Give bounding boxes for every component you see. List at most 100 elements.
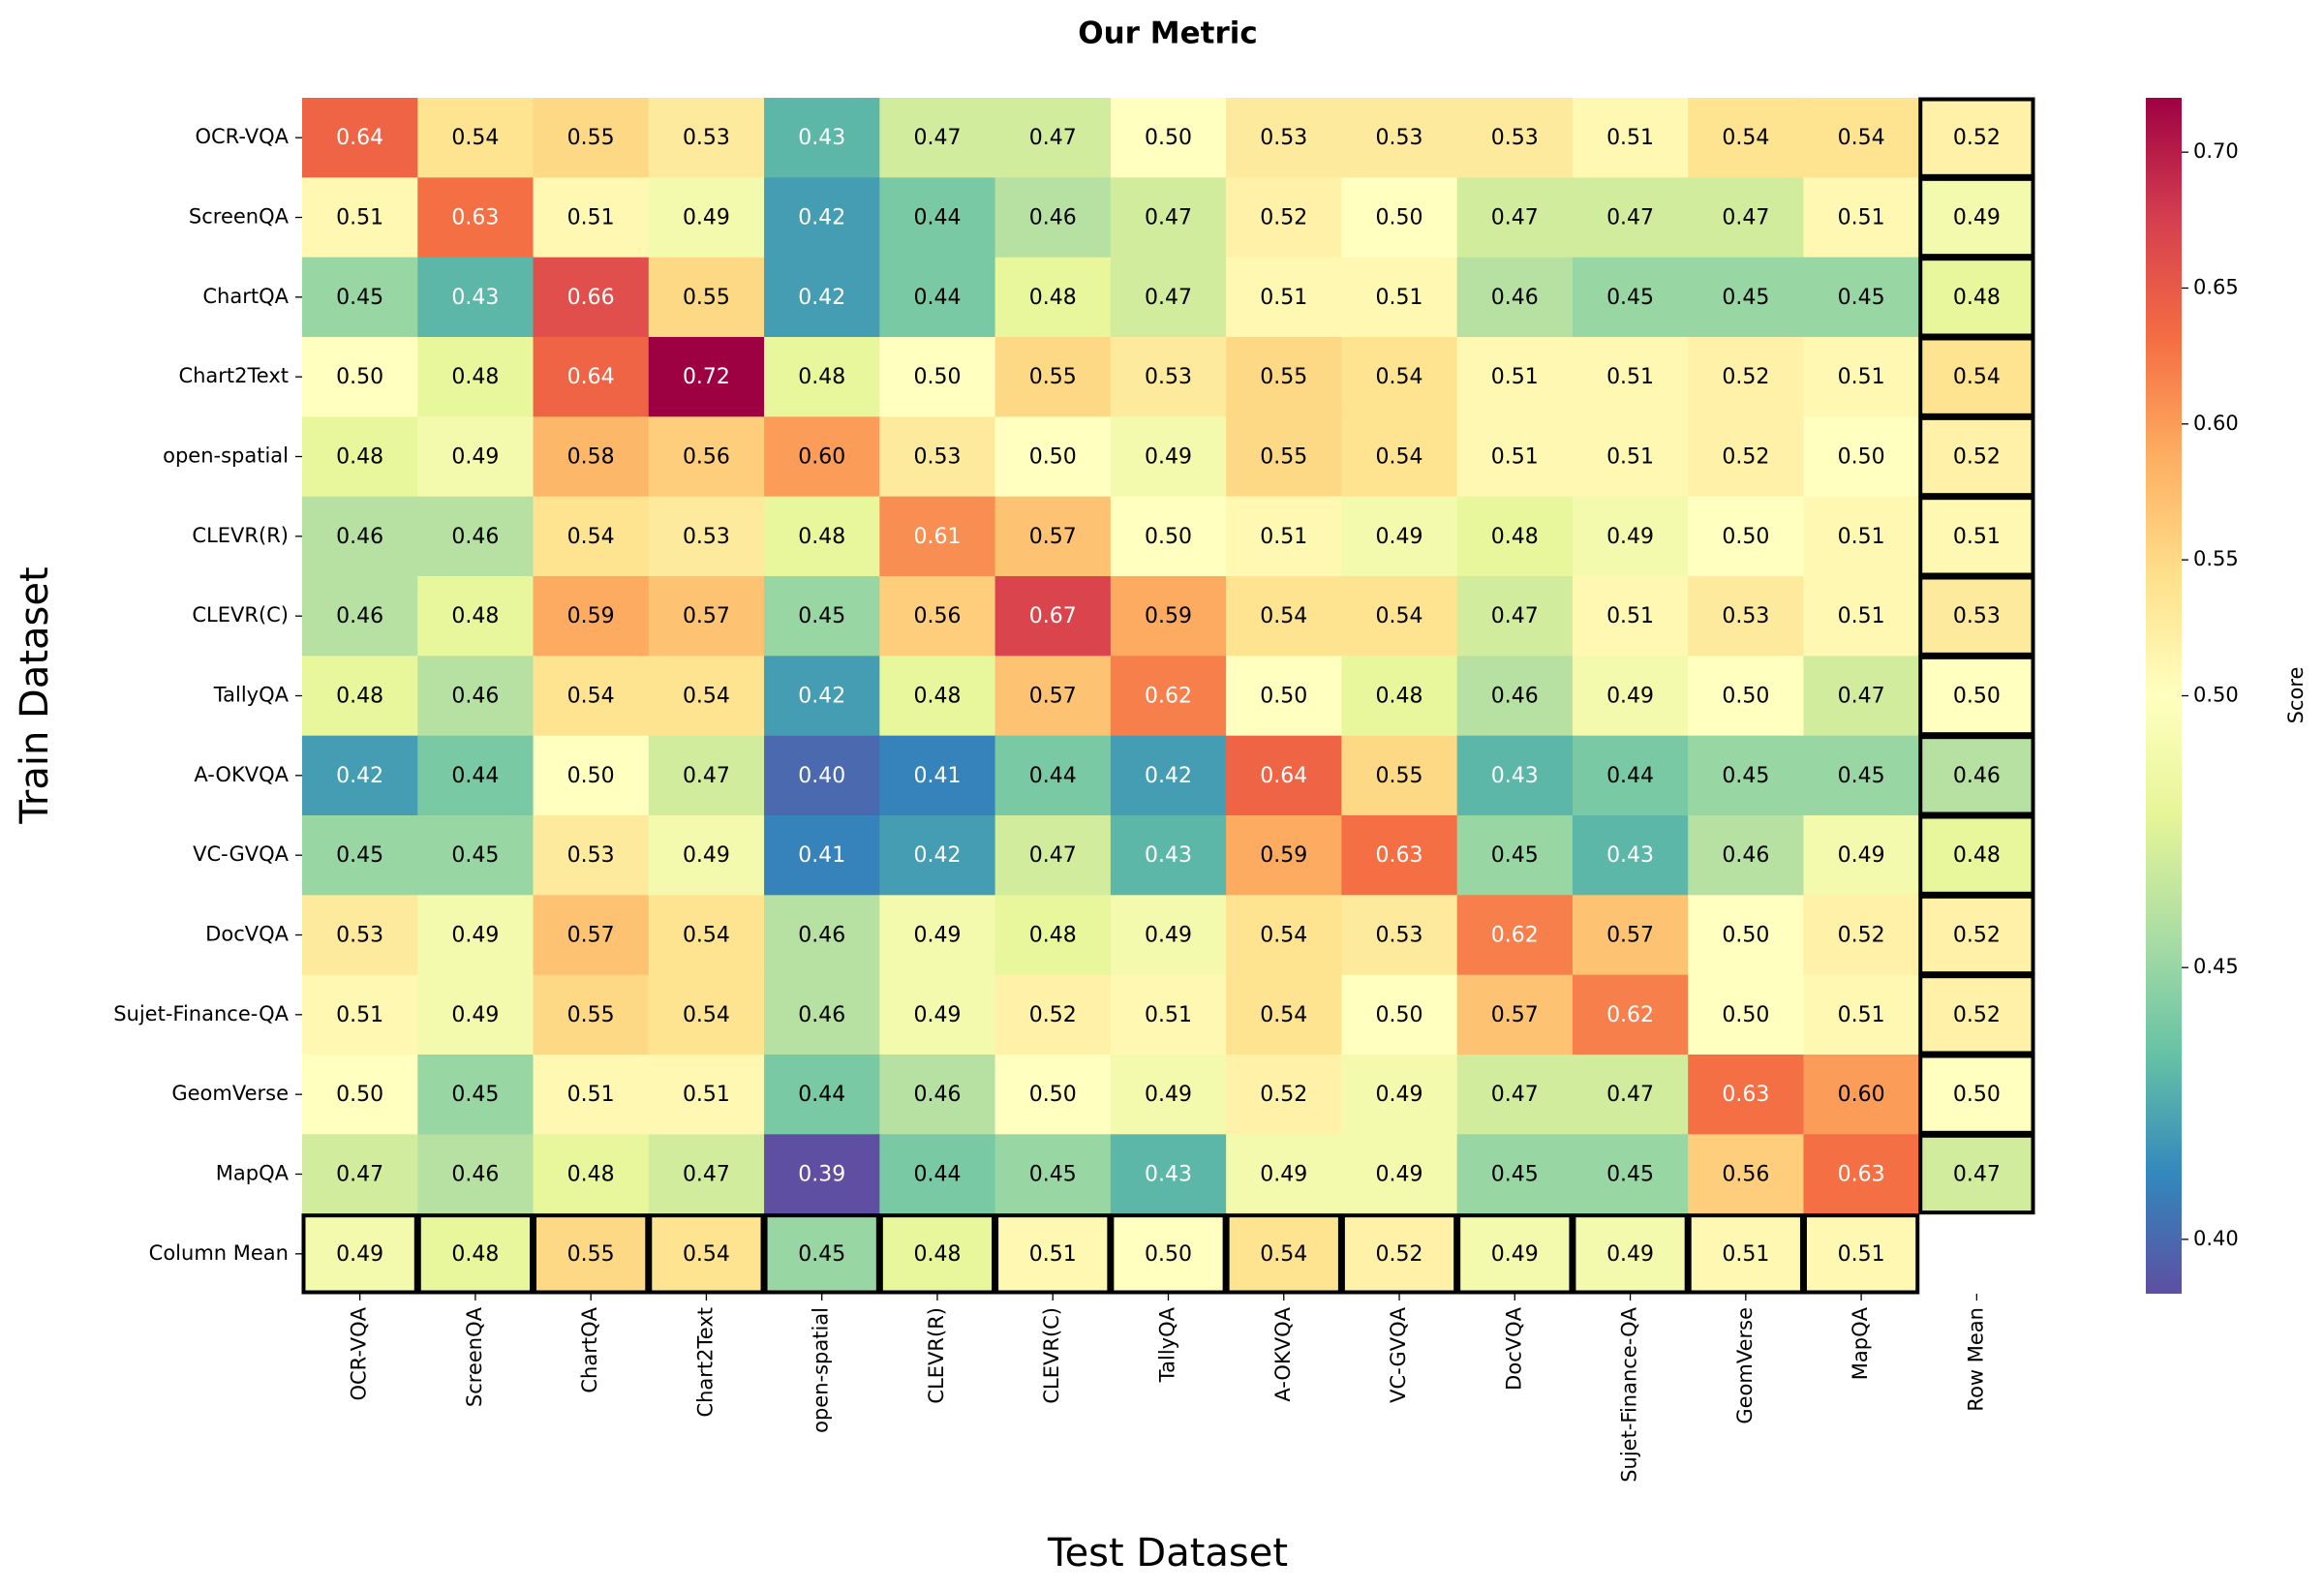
heatmap-cell xyxy=(302,576,418,657)
cell-label: 0.51 xyxy=(1260,525,1307,549)
cell-label: 0.48 xyxy=(913,1242,961,1267)
cell-label: 0.62 xyxy=(1145,685,1192,709)
cell-label: 0.55 xyxy=(1260,365,1307,389)
heatmap-cell xyxy=(1572,735,1689,816)
colorbar-tick-label: 0.65 xyxy=(2193,275,2239,298)
heatmap-cell xyxy=(1803,735,1920,816)
cell-label: 0.57 xyxy=(683,604,730,628)
heatmap-cell xyxy=(1226,496,1342,577)
cell-label: 0.67 xyxy=(1029,604,1077,628)
heatmap-cell xyxy=(1803,98,1920,178)
heatmap-cell xyxy=(1918,416,2035,498)
mean-cell-border xyxy=(1918,735,2035,816)
heatmap-cell xyxy=(1803,257,1920,338)
cell-label: 0.46 xyxy=(913,1083,961,1107)
cell-label: 0.43 xyxy=(1491,764,1539,788)
cell-label: 0.45 xyxy=(798,1242,845,1267)
heatmap-cell xyxy=(1226,98,1342,178)
mean-cell-border xyxy=(763,1213,880,1295)
cell-label: 0.46 xyxy=(1953,764,2001,788)
cell-label: 0.48 xyxy=(913,685,961,709)
cell-label: 0.47 xyxy=(1491,1083,1539,1107)
cell-label: 0.50 xyxy=(1029,1083,1077,1107)
heatmap-cell xyxy=(1110,177,1227,259)
heatmap-cell xyxy=(1803,656,1920,737)
mean-cell-border xyxy=(1918,97,2035,178)
cell-label: 0.50 xyxy=(336,1083,383,1107)
mean-cell-border xyxy=(1918,336,2035,417)
cell-label: 0.51 xyxy=(1606,445,1654,470)
cell-label: 0.49 xyxy=(1491,1242,1539,1267)
heatmap-cell xyxy=(1226,895,1342,976)
cell-label: 0.48 xyxy=(336,685,383,709)
y-tick-label: ChartQA xyxy=(202,285,289,308)
cell-label: 0.47 xyxy=(1722,206,1769,230)
y-axis-label: Train Dataset xyxy=(13,566,57,824)
y-tick-label: A-OKVQA xyxy=(194,763,289,786)
heatmap-cell xyxy=(879,656,996,737)
cell-label: 0.50 xyxy=(1722,924,1769,948)
heatmap-cell xyxy=(1688,895,1804,976)
y-tick-label: CLEVR(C) xyxy=(192,603,289,627)
heatmap-cell xyxy=(1572,337,1689,417)
cell-label: 0.53 xyxy=(1491,126,1539,150)
heatmap-cell xyxy=(1456,1134,1574,1215)
cell-label: 0.53 xyxy=(1260,126,1307,150)
heatmap-cell xyxy=(764,815,880,896)
cell-label: 0.54 xyxy=(1722,126,1769,150)
x-tick-label: DocVQA xyxy=(1502,1306,1525,1390)
cell-label: 0.49 xyxy=(1376,1163,1423,1187)
cell-label: 0.54 xyxy=(683,685,730,709)
cell-label: 0.49 xyxy=(1606,1242,1654,1267)
heatmap-cell xyxy=(1456,895,1574,976)
heatmap-cell xyxy=(1918,735,2035,816)
heatmap-cell xyxy=(533,1055,650,1135)
cell-label: 0.52 xyxy=(1722,445,1769,470)
heatmap-cell xyxy=(764,576,880,657)
cell-label: 0.47 xyxy=(1145,286,1192,310)
cell-label: 0.50 xyxy=(1838,445,1885,470)
mean-cell-border xyxy=(1687,1213,1804,1295)
cell-label: 0.55 xyxy=(1260,445,1307,470)
heatmap-cell xyxy=(417,1213,535,1295)
cell-label: 0.54 xyxy=(1376,445,1423,470)
cell-label: 0.63 xyxy=(451,206,499,230)
heatmap-cell xyxy=(648,337,765,417)
heatmap-cell xyxy=(648,257,765,338)
y-tick-label: GeomVerse xyxy=(171,1082,289,1105)
cell-label: 0.52 xyxy=(1953,445,2001,470)
heatmap-cell xyxy=(1110,98,1227,178)
heatmap-cell xyxy=(1803,1213,1920,1295)
heatmap-cell xyxy=(1226,257,1342,338)
cell-label: 0.66 xyxy=(567,286,615,310)
heatmap-cell xyxy=(994,1213,1112,1295)
heatmap-cell xyxy=(1341,1213,1458,1295)
cell-label: 0.50 xyxy=(1722,685,1769,709)
x-tick-label: GeomVerse xyxy=(1733,1307,1757,1424)
heatmap-cell xyxy=(994,656,1112,737)
heatmap-cell xyxy=(994,815,1112,896)
heatmap-cell xyxy=(417,974,535,1056)
heatmap-cell xyxy=(302,1134,418,1215)
heatmap-cell xyxy=(1572,98,1689,178)
heatmap-cell xyxy=(1341,98,1458,178)
cell-label: 0.47 xyxy=(1145,206,1192,230)
cell-label: 0.49 xyxy=(1376,525,1423,549)
heatmap-cell xyxy=(1918,1055,2035,1135)
cell-label: 0.46 xyxy=(451,1163,499,1187)
heatmap-cell xyxy=(648,895,765,976)
heatmap-cell xyxy=(879,895,996,976)
cell-label: 0.49 xyxy=(913,924,961,948)
heatmap-cell xyxy=(1341,496,1458,577)
colorbar-label: Score xyxy=(2284,667,2308,724)
heatmap-cell xyxy=(1688,974,1804,1056)
cell-label: 0.46 xyxy=(451,525,499,549)
cell-label: 0.51 xyxy=(1838,525,1885,549)
cell-label: 0.42 xyxy=(336,764,383,788)
heatmap-cell xyxy=(533,895,650,976)
mean-cell-border xyxy=(1918,496,2035,577)
heatmap-cell xyxy=(417,177,535,259)
cell-label: 0.60 xyxy=(1838,1083,1885,1107)
cell-label: 0.56 xyxy=(913,604,961,628)
